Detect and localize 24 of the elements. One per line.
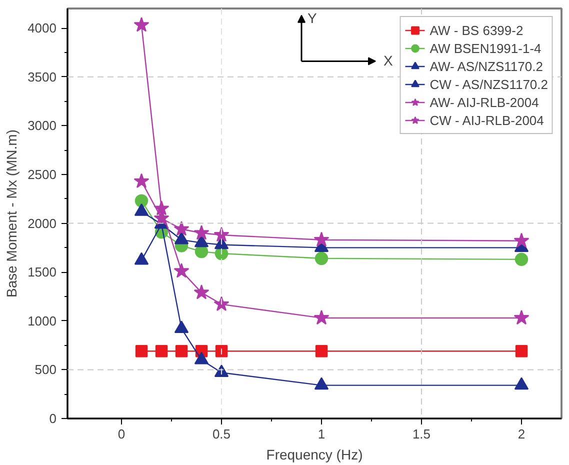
y-tick-label: 2000 [28, 216, 56, 231]
y-tick-label: 500 [34, 362, 57, 378]
legend-label: CW - AS/NZS1170.2 [430, 76, 548, 93]
annotation: X [384, 52, 394, 69]
annotation: Y [308, 10, 318, 26]
y-tick-label: 1000 [28, 313, 56, 328]
y-axis-title: Base Moment - Mx (MN.m) [4, 129, 20, 298]
x-tick-label: 0 [118, 426, 126, 442]
y-tick-label: 4000 [28, 20, 56, 36]
x-tick-label: 0.5 [212, 426, 231, 442]
y-tick-label: 2500 [28, 166, 56, 182]
x-tick-label: 2 [518, 426, 526, 442]
y-tick-label: 1500 [28, 264, 56, 280]
y-tick-label: 3000 [28, 118, 56, 134]
x-axis-title: Frequency (Hz) [266, 446, 363, 462]
y-tick-label: 0 [49, 411, 57, 426]
x-tick-label: 1 [318, 426, 326, 442]
y-tick-label: 3500 [28, 69, 56, 84]
legend-label: CW - AIJ-RLB-2004 [430, 112, 544, 129]
legend-label: AW BSEN1991-1-4 [430, 40, 542, 57]
legend-label: AW- AIJ-RLB-2004 [430, 94, 539, 111]
legend-label: AW- AS/NZS1170.2 [430, 58, 543, 75]
legend-label: AW - BS 6399-2 [430, 22, 524, 39]
x-tick-label: 1.5 [412, 426, 431, 442]
